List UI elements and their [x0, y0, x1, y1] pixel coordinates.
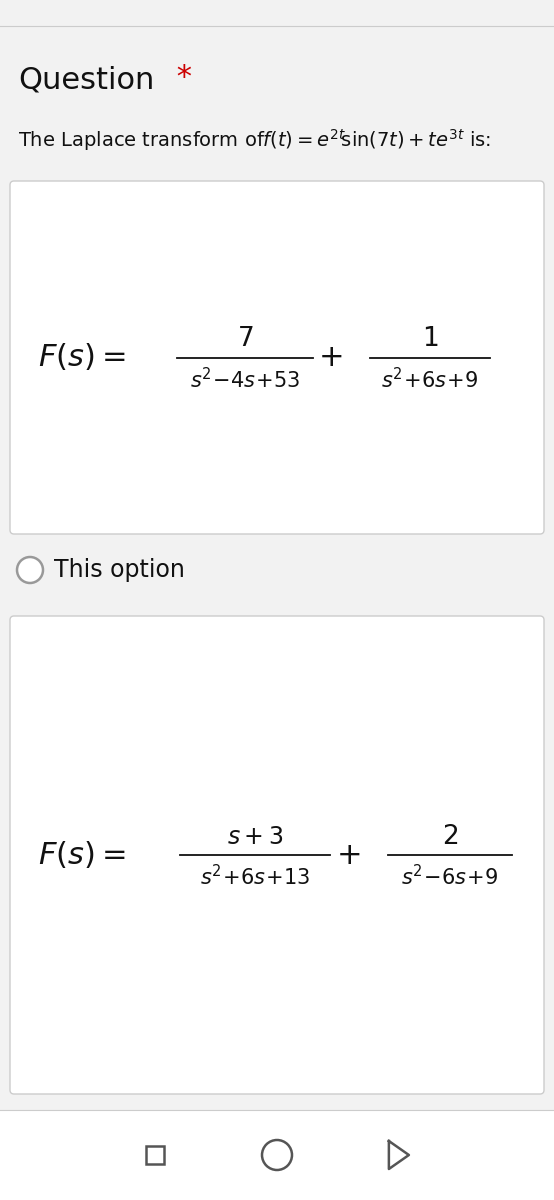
Text: $s+3$: $s+3$ [227, 826, 283, 850]
Bar [0, 0, 554, 25]
Text: $+$: $+$ [336, 840, 360, 870]
Text: $1$: $1$ [422, 326, 438, 353]
FancyBboxPatch shape [10, 181, 544, 534]
FancyBboxPatch shape [10, 616, 544, 1094]
Text: $s^2\!+\!6s\!+\!9$: $s^2\!+\!6s\!+\!9$ [381, 367, 479, 392]
Text: $F(s) =$: $F(s) =$ [38, 840, 126, 870]
Bar [146, 1146, 164, 1164]
Circle shape [17, 557, 43, 583]
Text: $+$: $+$ [318, 343, 342, 372]
Text: $2$: $2$ [442, 824, 458, 850]
Text: Question: Question [18, 66, 155, 95]
Text: This option: This option [54, 558, 185, 582]
Text: $s^2\!+\!6s\!+\!13$: $s^2\!+\!6s\!+\!13$ [200, 864, 310, 889]
Text: *: * [167, 64, 192, 92]
Text: $s^2\!-\!4s\!+\!53$: $s^2\!-\!4s\!+\!53$ [190, 367, 300, 392]
Bar [0, 1110, 554, 1200]
Text: $F(s) =$: $F(s) =$ [38, 342, 126, 373]
Text: The Laplace transform of$f(t) = e^{2t}\!\sin(7t) + te^{3t}$ is:: The Laplace transform of$f(t) = e^{2t}\!… [18, 127, 491, 152]
Text: $s^2\!-\!6s\!+\!9$: $s^2\!-\!6s\!+\!9$ [401, 864, 499, 889]
Text: $7$: $7$ [237, 326, 253, 353]
